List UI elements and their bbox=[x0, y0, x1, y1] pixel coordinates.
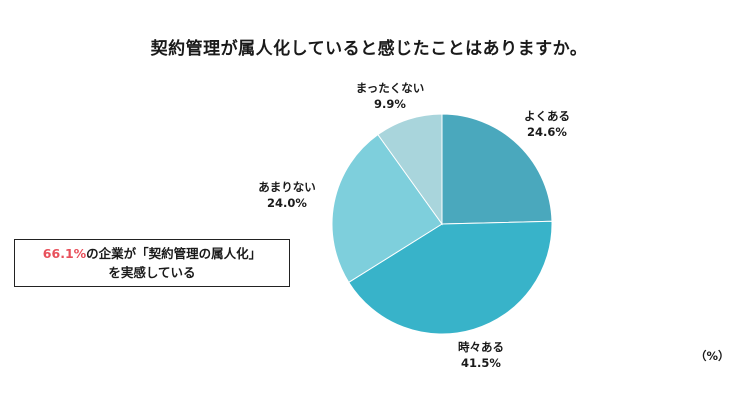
slice-yoku-aru bbox=[441, 113, 553, 225]
unit-label: （%） bbox=[695, 349, 730, 363]
slice-label-text: よくある bbox=[524, 109, 570, 123]
slice-label-mattaku-nai: まったくない 9.9% bbox=[345, 80, 435, 112]
slice-label-amari-nai: あまりない 24.0% bbox=[247, 179, 327, 211]
slice-value-text: 24.0% bbox=[267, 196, 307, 210]
slice-label-text: 時々ある bbox=[458, 340, 504, 354]
slice-label-yoku-aru: よくある 24.6% bbox=[512, 108, 582, 140]
slice-label-text: あまりない bbox=[258, 180, 316, 194]
slice-amari-nai bbox=[331, 133, 443, 284]
slice-label-text: まったくない bbox=[355, 81, 425, 95]
summary-callout-box: 66.1%の企業が「契約管理の属人化」 を実感している bbox=[14, 239, 290, 287]
chart-title: 契約管理が属人化していると感じたことはありますか。 bbox=[150, 39, 588, 59]
slice-value-text: 24.6% bbox=[527, 125, 567, 139]
callout-line-2: を実感している bbox=[108, 265, 196, 280]
callout-line-1-text: の企業が「契約管理の属人化」 bbox=[86, 246, 262, 261]
callout-highlight-percent: 66.1% bbox=[42, 246, 87, 261]
slice-tokidoki-aru bbox=[348, 220, 553, 335]
slice-value-text: 9.9% bbox=[374, 97, 406, 111]
slice-value-text: 41.5% bbox=[461, 356, 501, 370]
slice-label-tokidoki-aru: 時々ある 41.5% bbox=[446, 339, 516, 371]
callout-line-1: 66.1%の企業が「契約管理の属人化」 bbox=[15, 244, 289, 263]
slice-mattaku-nai bbox=[377, 113, 443, 226]
